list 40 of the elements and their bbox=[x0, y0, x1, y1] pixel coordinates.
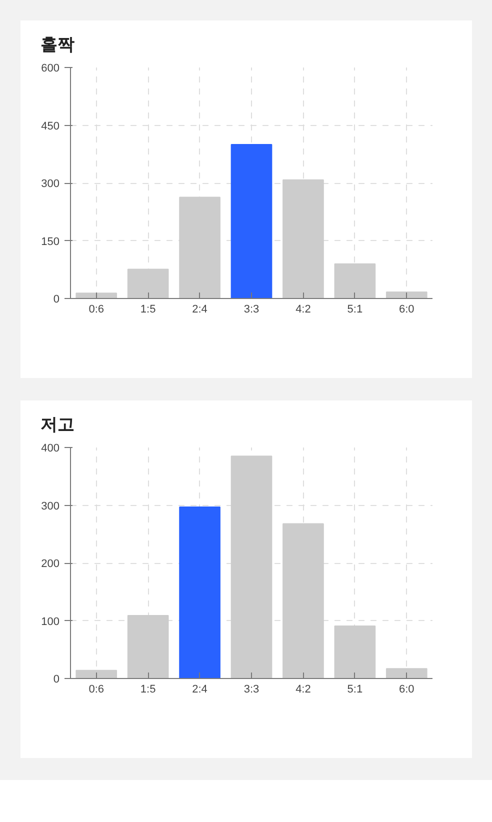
bar bbox=[282, 523, 324, 678]
bar bbox=[334, 625, 376, 678]
x-tick-label: 4:2 bbox=[296, 684, 311, 696]
x-tick-label: 4:2 bbox=[296, 304, 311, 316]
y-tick-label: 200 bbox=[41, 558, 60, 570]
x-tick-label: 5:1 bbox=[347, 684, 363, 696]
y-tick-label: 0 bbox=[53, 294, 60, 306]
x-tick-label: 6:0 bbox=[398, 684, 414, 696]
x-tick-label: 3:3 bbox=[244, 684, 260, 696]
bar bbox=[282, 179, 324, 298]
bar bbox=[230, 144, 272, 298]
bar bbox=[179, 506, 220, 678]
chart-title: 저고 bbox=[40, 415, 74, 435]
bar bbox=[179, 196, 220, 298]
bar bbox=[386, 668, 428, 678]
bar bbox=[334, 263, 376, 298]
y-tick-label: 0 bbox=[53, 674, 60, 686]
x-tick-label: 0:6 bbox=[88, 684, 104, 696]
x-tick-label: 2:4 bbox=[192, 304, 208, 316]
y-tick-label: 300 bbox=[41, 500, 60, 512]
y-tick-label: 450 bbox=[41, 120, 60, 132]
x-tick-label: 1:5 bbox=[140, 684, 156, 696]
y-tick-label: 600 bbox=[41, 62, 60, 74]
bar bbox=[386, 291, 428, 298]
x-tick-label: 2:4 bbox=[192, 684, 208, 696]
x-tick-label: 0:6 bbox=[88, 304, 104, 316]
bar bbox=[230, 456, 272, 678]
bar bbox=[76, 292, 118, 298]
x-tick-label: 5:1 bbox=[347, 304, 363, 316]
x-tick-label: 1:5 bbox=[140, 304, 156, 316]
chart-title: 홀짝 bbox=[40, 35, 74, 55]
bar bbox=[127, 615, 169, 678]
bar bbox=[127, 268, 169, 298]
x-tick-label: 6:0 bbox=[398, 304, 414, 316]
bar bbox=[76, 670, 118, 678]
y-tick-label: 300 bbox=[41, 178, 60, 190]
y-tick-label: 150 bbox=[41, 236, 60, 248]
x-tick-label: 3:3 bbox=[244, 304, 260, 316]
y-tick-label: 100 bbox=[41, 616, 60, 628]
y-tick-label: 400 bbox=[41, 442, 60, 454]
